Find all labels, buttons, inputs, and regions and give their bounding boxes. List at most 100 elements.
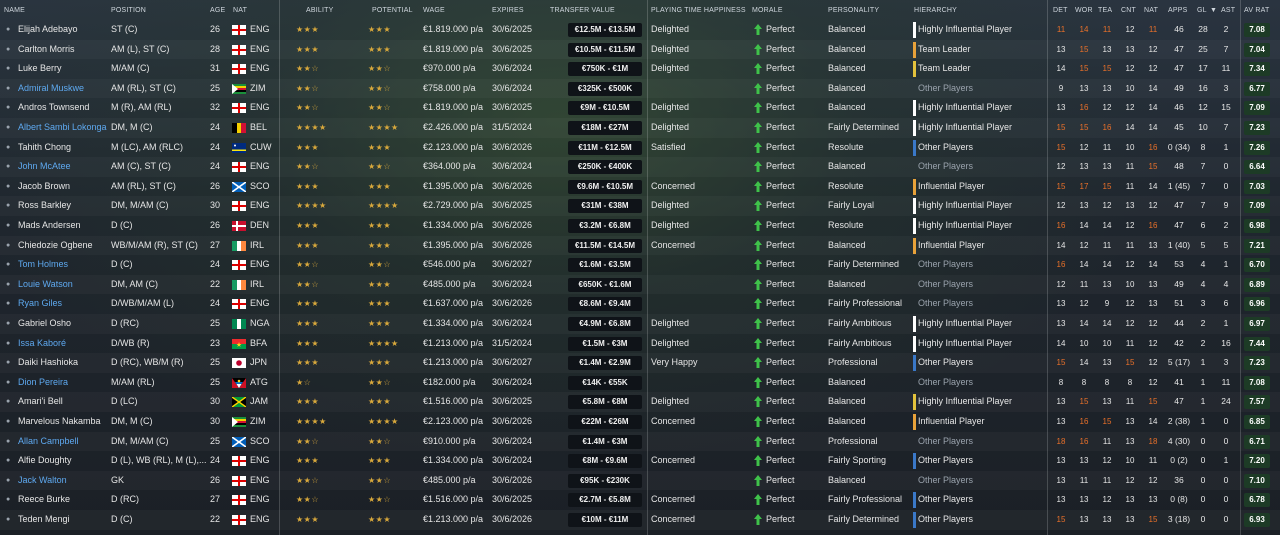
table-row[interactable]: ● Louie Watson DM, AM (C) 22 IRL ★★☆ ★★★ €485.0… xyxy=(0,275,1280,295)
player-name[interactable]: Marvelous Nakamba xyxy=(18,416,101,426)
player-name[interactable]: Teden Mengi xyxy=(18,514,70,524)
table-row[interactable]: ● Luke Berry M/AM (C) 31 ENG ★★☆ ★★☆ €970.000 p… xyxy=(0,59,1280,79)
pin-icon[interactable]: ● xyxy=(6,143,11,151)
table-row[interactable]: ● Jacob Brown AM (RL), ST (C) 26 SCO ★★★ ★★★ €1… xyxy=(0,177,1280,197)
player-name[interactable]: Elijah Adebayo xyxy=(18,24,78,34)
table-row[interactable]: ● Ryan Giles D/WB/M/AM (L) 24 ENG ★★★ ★★★ €1.63… xyxy=(0,294,1280,314)
table-row[interactable]: ● Ross Barkley DM, M/AM (C) 30 ENG ★★★★ ★★★★ €2… xyxy=(0,196,1280,216)
player-name[interactable]: Chiedozie Ogbene xyxy=(18,239,93,250)
table-row[interactable]: ● Tom Holmes D (C) 24 ENG ★★☆ ★★☆ €546.000 p/a 3… xyxy=(0,255,1280,275)
col-tea-header[interactable]: TEA xyxy=(1098,7,1113,14)
player-name[interactable]: Alfie Doughty xyxy=(18,455,72,466)
player-name[interactable]: Jacob Brown xyxy=(18,180,71,191)
table-row[interactable]: ● Tahith Chong M (LC), AM (RLC) 24 CUW ★★★ ★★★… xyxy=(0,138,1280,158)
pin-icon[interactable]: ● xyxy=(6,359,11,367)
player-name[interactable]: Ross Barkley xyxy=(18,200,72,211)
table-row[interactable]: ● Allan Campbell DM, M/AM (C) 25 SCO ★★☆ ★★☆ €9… xyxy=(0,432,1280,452)
pin-icon[interactable]: ● xyxy=(6,26,11,33)
col-expires-header[interactable]: EXPIRES xyxy=(492,7,524,14)
table-row[interactable]: ● Teden Mengi D (C) 22 ENG ★★★ ★★★ €1.213.000 p… xyxy=(0,510,1280,530)
pin-icon[interactable]: ● xyxy=(6,476,11,484)
table-row[interactable]: ● Daiki Hashioka D (RC), WB/M (R) 25 JPN ★★★ ★… xyxy=(0,353,1280,373)
pin-icon[interactable]: ● xyxy=(6,182,11,190)
pin-icon[interactable]: ● xyxy=(6,437,11,445)
pin-icon[interactable]: ● xyxy=(6,45,11,53)
col-wor-header[interactable]: WOR xyxy=(1075,7,1093,14)
col-transfer-value-header[interactable]: TRANSFER VALUE xyxy=(550,7,615,14)
player-name[interactable]: Tom Holmes xyxy=(18,259,69,270)
pin-icon[interactable]: ● xyxy=(6,84,11,92)
col-playing-time-header[interactable]: PLAYING TIME HAPPINESS xyxy=(651,7,746,14)
pin-icon[interactable]: ● xyxy=(6,418,11,425)
table-row[interactable]: ● Issa Kaboré D/WB (R) 23 BFA ★★★ ★★★★ €1.213.0… xyxy=(0,334,1280,354)
player-name[interactable]: John McAtee xyxy=(18,161,71,172)
player-name[interactable]: Andros Townsend xyxy=(18,102,90,113)
pin-icon[interactable]: ● xyxy=(6,320,11,327)
player-name[interactable]: Daiki Hashioka xyxy=(18,357,79,368)
table-row[interactable]: ● Elijah Adebayo ST (C) 26 ENG ★★★ ★★★ €1.819.0… xyxy=(0,20,1280,40)
col-apps-header[interactable]: APPS xyxy=(1168,7,1188,14)
col-nat-header[interactable]: NAT xyxy=(233,7,248,14)
col-ast-header[interactable]: AST xyxy=(1221,7,1236,14)
table-row[interactable]: ● John McAtee AM (C), ST (C) 24 ENG ★★☆ ★★☆ €36… xyxy=(0,157,1280,177)
player-name[interactable]: Ryan Giles xyxy=(18,298,63,309)
pin-icon[interactable]: ● xyxy=(6,300,11,308)
pin-icon[interactable]: ● xyxy=(6,457,11,465)
col-position-header[interactable]: POSITION xyxy=(111,7,147,14)
col-age-header[interactable]: AGE xyxy=(210,7,226,14)
table-row[interactable]: ● Dion Pereira M/AM (RL) 25 ATG ★☆ ★★☆ €182.000… xyxy=(0,373,1280,393)
col-potential-header[interactable]: POTENTIAL xyxy=(372,7,413,14)
col-avrat-header[interactable]: AV RAT xyxy=(1244,7,1270,14)
pin-icon[interactable]: ● xyxy=(6,241,11,249)
table-row[interactable]: ● Jack Walton GK 26 ENG ★★☆ ★★☆ €485.000 p/a 30/… xyxy=(0,471,1280,491)
table-row[interactable]: ● Albert Sambi Lokonga DM, M (C) 24 BEL ★★★★ ★… xyxy=(0,118,1280,138)
pin-icon[interactable]: ● xyxy=(6,516,11,523)
player-name[interactable]: Louie Watson xyxy=(18,278,73,289)
table-row[interactable]: ● Reece Burke D (RC) 27 ENG ★★☆ ★★☆ €1.516.000 … xyxy=(0,490,1280,510)
col-cnt-header[interactable]: CNT xyxy=(1121,7,1136,14)
player-name[interactable]: Issa Kaboré xyxy=(18,337,67,348)
table-row[interactable]: ● Alfie Doughty D (L), WB (RL), M (L),... 2… xyxy=(0,451,1280,471)
col-ability-header[interactable]: ABILITY xyxy=(306,7,334,14)
table-row[interactable]: ● Marvelous Nakamba DM, M (C) 30 ZIM ★★★★ ★★★★… xyxy=(0,412,1280,432)
table-row[interactable]: ● Amari'i Bell D (LC) 30 JAM ★★★ ★★★ €1.516.000… xyxy=(0,392,1280,412)
col-morale-header[interactable]: MORALE xyxy=(752,7,783,14)
player-name[interactable]: Amari'i Bell xyxy=(18,396,63,407)
col-name-header[interactable]: NAME xyxy=(4,7,26,14)
player-name[interactable]: Tahith Chong xyxy=(18,141,72,152)
pin-icon[interactable]: ● xyxy=(6,222,11,229)
player-name[interactable]: Admiral Muskwe xyxy=(18,82,85,93)
col-det-header[interactable]: DET xyxy=(1053,7,1068,14)
player-name[interactable]: Albert Sambi Lokonga xyxy=(18,122,107,132)
pin-icon[interactable]: ● xyxy=(6,261,11,269)
col-gl-header[interactable]: GL xyxy=(1197,7,1207,14)
table-row[interactable]: ● Mads Andersen D (C) 26 DEN ★★★ ★★★ €1.334.000… xyxy=(0,216,1280,236)
table-row[interactable]: ● Admiral Muskwe AM (RL), ST (C) 25 ZIM ★★☆ ★★… xyxy=(0,79,1280,99)
pin-icon[interactable]: ● xyxy=(6,339,11,347)
sort-desc-icon[interactable]: ▼ xyxy=(1210,7,1218,14)
table-row[interactable]: ● Carlton Morris AM (L), ST (C) 28 ENG ★★★ ★★★… xyxy=(0,40,1280,60)
player-name[interactable]: Carlton Morris xyxy=(18,43,75,54)
pin-icon[interactable]: ● xyxy=(6,104,11,112)
pin-icon[interactable]: ● xyxy=(6,124,11,131)
player-name[interactable]: Jack Walton xyxy=(18,474,67,485)
pin-icon[interactable]: ● xyxy=(6,280,11,288)
player-name[interactable]: Mads Andersen xyxy=(18,220,81,230)
player-name[interactable]: Gabriel Osho xyxy=(18,318,72,328)
col-personality-header[interactable]: PERSONALITY xyxy=(828,7,880,14)
table-row[interactable]: ● Gabriel Osho D (RC) 25 NGA ★★★ ★★★ €1.334.000… xyxy=(0,314,1280,334)
pin-icon[interactable]: ● xyxy=(6,65,11,73)
player-name[interactable]: Dion Pereira xyxy=(18,376,69,387)
col-hierarchy-header[interactable]: HIERARCHY xyxy=(914,7,958,14)
table-row[interactable]: ● Andros Townsend M (R), AM (RL) 32 ENG ★★☆ ★★… xyxy=(0,98,1280,118)
pin-icon[interactable]: ● xyxy=(6,378,11,386)
player-name[interactable]: Allan Campbell xyxy=(18,435,79,446)
pin-icon[interactable]: ● xyxy=(6,398,11,406)
col-nat2-header[interactable]: NAT xyxy=(1144,7,1159,14)
player-name[interactable]: Luke Berry xyxy=(18,63,62,74)
col-wage-header[interactable]: WAGE xyxy=(423,7,445,14)
pin-icon[interactable]: ● xyxy=(6,496,11,504)
table-row[interactable]: ● Chiedozie Ogbene WB/M/AM (R), ST (C) 27 IR… xyxy=(0,236,1280,256)
pin-icon[interactable]: ● xyxy=(6,202,11,210)
player-name[interactable]: Reece Burke xyxy=(18,494,71,505)
